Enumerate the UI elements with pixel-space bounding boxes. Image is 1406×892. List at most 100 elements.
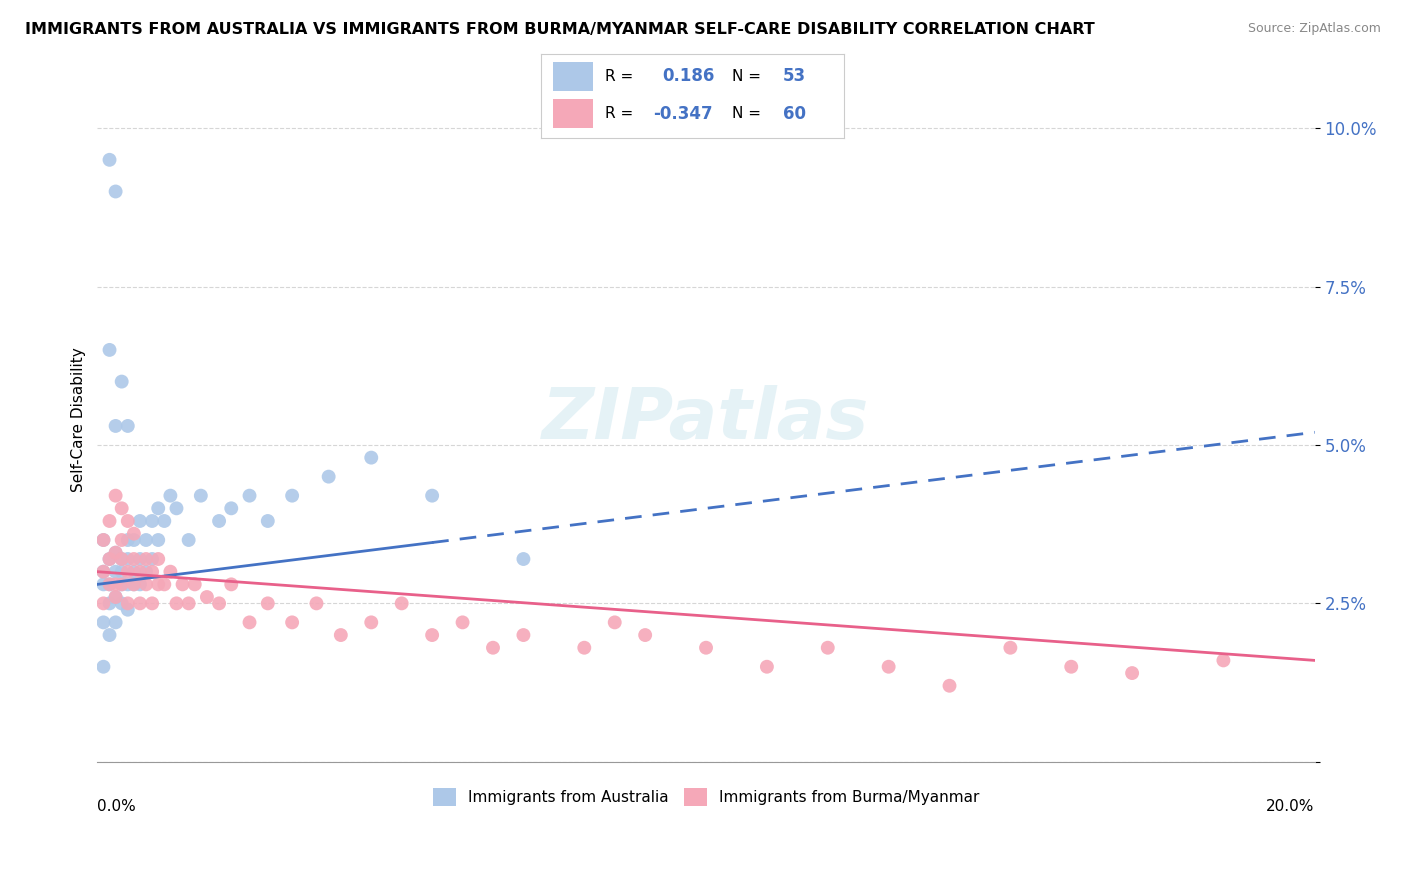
Point [305, 596, 328, 610]
Point [129, 565, 152, 579]
Point [129, 577, 152, 591]
Point [93, 565, 115, 579]
Text: ZIPatlas: ZIPatlas [543, 385, 870, 454]
Point [153, 514, 176, 528]
FancyBboxPatch shape [554, 99, 593, 128]
Point [159, 565, 181, 579]
Point [1121, 666, 1143, 681]
Point [482, 640, 505, 655]
Text: 0.186: 0.186 [662, 68, 714, 86]
Point [104, 615, 127, 630]
Point [148, 501, 170, 516]
Point [117, 552, 139, 566]
Point [281, 615, 304, 630]
Point [129, 514, 152, 528]
Point [135, 577, 157, 591]
Point [98, 577, 121, 591]
Point [104, 546, 127, 560]
Point [111, 375, 134, 389]
Point [420, 628, 443, 642]
Point [111, 552, 134, 566]
Point [184, 577, 207, 591]
Text: N =: N = [731, 69, 761, 84]
Point [122, 577, 145, 591]
Point [111, 577, 134, 591]
Point [135, 552, 157, 566]
Point [603, 615, 626, 630]
Point [111, 533, 134, 547]
Point [238, 615, 260, 630]
Point [117, 533, 139, 547]
Point [122, 533, 145, 547]
Point [135, 533, 157, 547]
Point [104, 590, 127, 604]
Point [111, 596, 134, 610]
Text: R =: R = [605, 69, 633, 84]
Point [1060, 659, 1083, 673]
Point [117, 514, 139, 528]
Point [141, 596, 163, 610]
Point [104, 546, 127, 560]
Point [122, 565, 145, 579]
Point [817, 640, 839, 655]
Point [98, 596, 121, 610]
Point [122, 526, 145, 541]
Text: Source: ZipAtlas.com: Source: ZipAtlas.com [1247, 22, 1381, 36]
Legend: Immigrants from Australia, Immigrants from Burma/Myanmar: Immigrants from Australia, Immigrants fr… [426, 781, 986, 813]
Point [219, 501, 242, 516]
Point [420, 489, 443, 503]
Point [360, 615, 382, 630]
Point [148, 552, 170, 566]
Point [177, 596, 200, 610]
Text: 20.0%: 20.0% [1267, 799, 1315, 814]
Point [451, 615, 474, 630]
Point [104, 185, 127, 199]
Point [148, 577, 170, 591]
Y-axis label: Self-Care Disability: Self-Care Disability [72, 347, 86, 492]
Text: -0.347: -0.347 [654, 104, 713, 123]
Point [360, 450, 382, 465]
Point [117, 577, 139, 591]
Point [93, 596, 115, 610]
Point [104, 565, 127, 579]
Point [104, 489, 127, 503]
Point [98, 552, 121, 566]
Point [98, 153, 121, 167]
Point [141, 565, 163, 579]
Point [117, 596, 139, 610]
Point [129, 596, 152, 610]
Point [208, 514, 231, 528]
Point [148, 533, 170, 547]
Point [129, 552, 152, 566]
Text: 0.0%: 0.0% [97, 799, 136, 814]
Point [695, 640, 717, 655]
Point [141, 514, 163, 528]
Point [111, 565, 134, 579]
Point [329, 628, 352, 642]
Point [190, 489, 212, 503]
Point [281, 489, 304, 503]
Text: 60: 60 [783, 104, 806, 123]
Point [93, 565, 115, 579]
Point [98, 343, 121, 357]
Point [104, 577, 127, 591]
Point [391, 596, 413, 610]
Point [111, 501, 134, 516]
Point [177, 533, 200, 547]
Point [93, 659, 115, 673]
Point [135, 565, 157, 579]
Point [1212, 653, 1234, 667]
Point [256, 514, 278, 528]
Point [104, 419, 127, 434]
Point [574, 640, 596, 655]
Point [93, 615, 115, 630]
Point [219, 577, 242, 591]
Point [938, 679, 960, 693]
Text: 53: 53 [783, 68, 806, 86]
Text: R =: R = [605, 106, 633, 121]
Point [122, 552, 145, 566]
Point [98, 628, 121, 642]
Point [166, 596, 188, 610]
Point [117, 419, 139, 434]
Point [512, 552, 534, 566]
